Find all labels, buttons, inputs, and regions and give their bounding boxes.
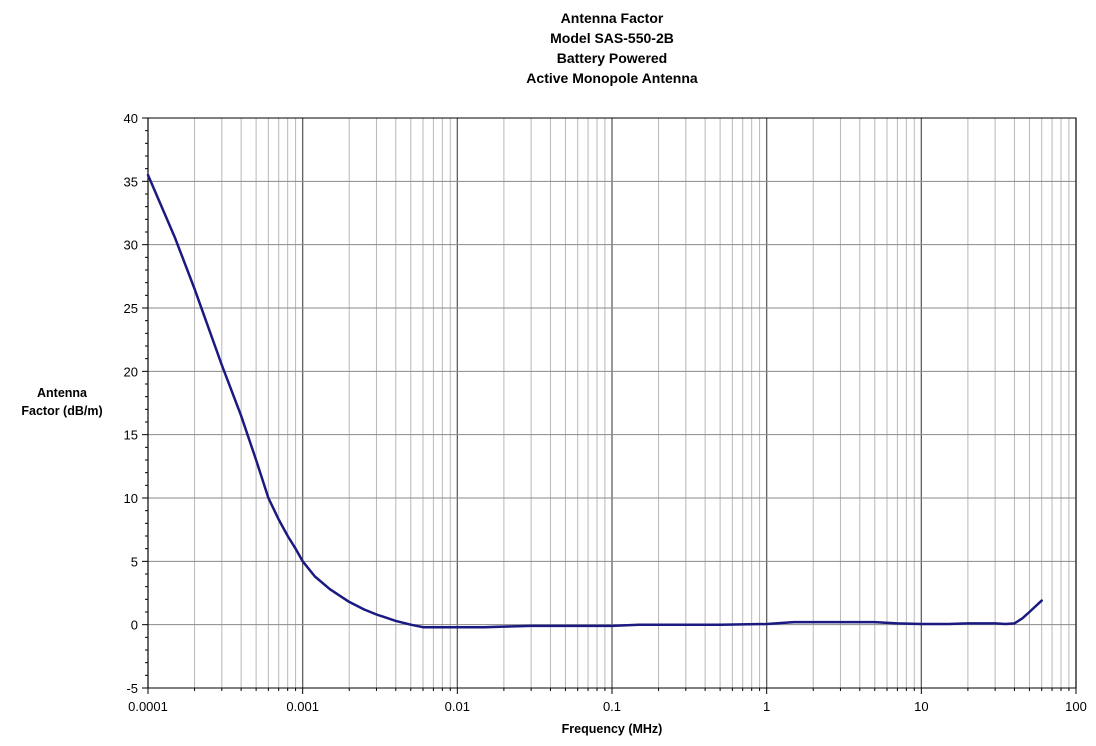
x-tick-label: 1: [763, 699, 770, 714]
x-tick-label: 0.001: [286, 699, 319, 714]
axis-ticks: [142, 117, 1077, 694]
x-tick-label: 10: [914, 699, 928, 714]
y-tick-labels: -5 0 5 10 15 20 25 30 35 40: [124, 111, 138, 696]
y-axis-label: Antenna Factor (dB/m): [2, 384, 122, 420]
y-axis-label-line: Factor (dB/m): [21, 404, 103, 418]
y-tick-label: 0: [131, 618, 138, 633]
x-tick-labels: 0.0001 0.001 0.01 0.1 1 10 100: [128, 699, 1087, 714]
y-tick-label: 25: [124, 301, 138, 316]
y-tick-label: 40: [124, 111, 138, 126]
chart-title-line: Model SAS-550-2B: [550, 30, 674, 46]
chart-title-line: Active Monopole Antenna: [526, 70, 698, 86]
y-tick-label: -5: [126, 681, 138, 696]
y-tick-label: 20: [124, 364, 138, 379]
series-group: [146, 173, 1043, 629]
y-tick-label: 30: [124, 238, 138, 253]
y-tick-label: 10: [124, 491, 138, 506]
chart-title-line: Antenna Factor: [560, 10, 664, 26]
chart-title-line: Battery Powered: [556, 50, 668, 66]
minor-gridlines: [194, 118, 1070, 688]
y-axis-label-line: Antenna: [37, 386, 87, 400]
y-tick-label: 35: [124, 174, 138, 189]
x-axis-label: Frequency (MHz): [561, 722, 663, 736]
x-tick-label: 0.1: [603, 699, 621, 714]
chart-title: Antenna Factor Model SAS-550-2B Battery …: [148, 8, 1076, 88]
x-tick-label: 0.01: [445, 699, 470, 714]
x-tick-label: 0.0001: [128, 699, 168, 714]
x-tick-label: 100: [1065, 699, 1087, 714]
y-tick-label: 15: [124, 428, 138, 443]
series-line: [146, 173, 1043, 629]
y-tick-label: 5: [131, 554, 138, 569]
